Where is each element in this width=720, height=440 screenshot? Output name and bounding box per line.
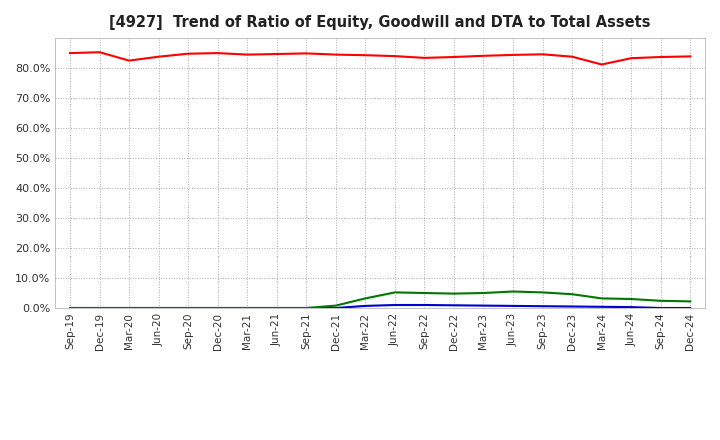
- Goodwill: [361, 303, 369, 308]
- Equity: [272, 51, 281, 57]
- Deferred Tax Assets: [95, 305, 104, 311]
- Equity: [627, 55, 636, 61]
- Goodwill: [390, 302, 399, 308]
- Deferred Tax Assets: [361, 296, 369, 301]
- Line: Goodwill: Goodwill: [70, 305, 690, 308]
- Deferred Tax Assets: [243, 305, 251, 311]
- Goodwill: [302, 305, 310, 311]
- Deferred Tax Assets: [686, 299, 695, 304]
- Equity: [686, 54, 695, 59]
- Deferred Tax Assets: [539, 290, 547, 295]
- Goodwill: [598, 304, 606, 309]
- Equity: [331, 52, 340, 57]
- Deferred Tax Assets: [125, 305, 133, 311]
- Deferred Tax Assets: [66, 305, 74, 311]
- Deferred Tax Assets: [657, 298, 665, 304]
- Deferred Tax Assets: [272, 305, 281, 311]
- Equity: [509, 52, 518, 58]
- Equity: [420, 55, 428, 61]
- Deferred Tax Assets: [449, 291, 458, 296]
- Deferred Tax Assets: [480, 290, 488, 296]
- Goodwill: [568, 304, 577, 309]
- Deferred Tax Assets: [627, 297, 636, 302]
- Deferred Tax Assets: [568, 292, 577, 297]
- Goodwill: [125, 305, 133, 311]
- Equity: [125, 58, 133, 63]
- Goodwill: [449, 303, 458, 308]
- Deferred Tax Assets: [154, 305, 163, 311]
- Goodwill: [95, 305, 104, 311]
- Equity: [184, 51, 192, 56]
- Deferred Tax Assets: [420, 290, 428, 296]
- Goodwill: [272, 305, 281, 311]
- Goodwill: [657, 305, 665, 311]
- Deferred Tax Assets: [598, 296, 606, 301]
- Goodwill: [539, 304, 547, 309]
- Equity: [95, 50, 104, 55]
- Goodwill: [213, 305, 222, 311]
- Equity: [302, 51, 310, 56]
- Goodwill: [331, 305, 340, 311]
- Equity: [243, 52, 251, 57]
- Deferred Tax Assets: [390, 290, 399, 295]
- Line: Deferred Tax Assets: Deferred Tax Assets: [70, 292, 690, 308]
- Equity: [449, 55, 458, 60]
- Equity: [539, 51, 547, 57]
- Goodwill: [184, 305, 192, 311]
- Title: [4927]  Trend of Ratio of Equity, Goodwill and DTA to Total Assets: [4927] Trend of Ratio of Equity, Goodwil…: [109, 15, 651, 30]
- Equity: [657, 55, 665, 60]
- Goodwill: [480, 303, 488, 308]
- Deferred Tax Assets: [331, 303, 340, 308]
- Equity: [154, 54, 163, 59]
- Equity: [361, 52, 369, 58]
- Line: Equity: Equity: [70, 52, 690, 65]
- Equity: [568, 54, 577, 59]
- Goodwill: [66, 305, 74, 311]
- Goodwill: [627, 304, 636, 310]
- Deferred Tax Assets: [213, 305, 222, 311]
- Goodwill: [154, 305, 163, 311]
- Equity: [598, 62, 606, 67]
- Equity: [390, 54, 399, 59]
- Goodwill: [243, 305, 251, 311]
- Equity: [480, 53, 488, 59]
- Goodwill: [420, 302, 428, 308]
- Equity: [213, 51, 222, 56]
- Deferred Tax Assets: [302, 305, 310, 311]
- Equity: [66, 51, 74, 56]
- Deferred Tax Assets: [184, 305, 192, 311]
- Goodwill: [686, 305, 695, 311]
- Deferred Tax Assets: [509, 289, 518, 294]
- Goodwill: [509, 303, 518, 308]
